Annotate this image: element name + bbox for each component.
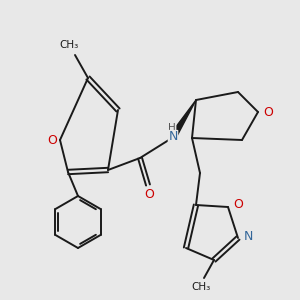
Text: O: O <box>144 188 154 200</box>
Text: N: N <box>168 130 178 143</box>
Polygon shape <box>169 100 196 140</box>
Text: O: O <box>263 106 273 118</box>
Text: O: O <box>233 199 243 212</box>
Text: H: H <box>168 123 176 133</box>
Text: CH₃: CH₃ <box>191 282 211 292</box>
Text: N: N <box>243 230 253 242</box>
Text: O: O <box>47 134 57 146</box>
Text: CH₃: CH₃ <box>59 40 79 50</box>
